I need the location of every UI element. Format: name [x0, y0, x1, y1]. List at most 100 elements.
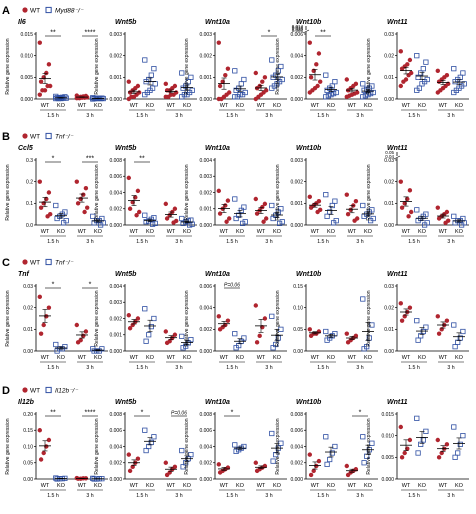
wt-point [398, 424, 403, 430]
panel-letter: C [2, 257, 10, 269]
ko-point [90, 96, 96, 102]
ko-point [269, 85, 275, 91]
plot-A-wnt10a: Wnt10a Relative gene expression 0.000 0.001… [184, 19, 287, 119]
ko-point [270, 345, 276, 351]
plot-title: Wnt11 [387, 145, 408, 152]
wt-point [435, 90, 440, 95]
ko-point [329, 450, 335, 456]
ko-point [179, 70, 185, 76]
ko-point [369, 322, 375, 328]
wt-point [262, 316, 268, 321]
timepoint-label: 3 h [356, 365, 363, 371]
x-tick-label: WT [220, 103, 229, 109]
ko-point [455, 450, 461, 456]
y-tick-label: 0.02 [384, 305, 394, 311]
ko-point [423, 59, 429, 65]
x-tick-label: KO [327, 229, 336, 235]
ko-point [360, 296, 366, 302]
ko-point [452, 79, 458, 85]
legend-wt-marker [22, 387, 28, 393]
timepoint-label: 3 h [86, 365, 93, 371]
x-tick-label: WT [439, 229, 448, 235]
x-tick-label: KO [273, 229, 282, 235]
y-tick-label: 0.000 [199, 477, 212, 483]
wt-point [46, 437, 52, 443]
ko-point [324, 87, 330, 93]
wt-point [399, 66, 405, 71]
y-axis-label: Relative gene expression [366, 418, 372, 474]
significance-label: **** [85, 410, 96, 417]
wt-point [436, 455, 442, 460]
wt-point [41, 450, 46, 456]
ko-point [275, 335, 281, 341]
timepoint-label: 3 h [175, 239, 182, 245]
legend-wt-marker [22, 133, 28, 139]
plot-B-wnt10a: Wnt10a Relative gene expression 0.000 0.001… [184, 145, 287, 245]
x-tick-label: WT [348, 103, 357, 109]
legend-wt-label: WT [30, 8, 40, 15]
ko-point [185, 79, 191, 85]
plot-title: Wnt10a [205, 399, 230, 406]
ko-point [232, 331, 238, 337]
x-tick-label: WT [348, 229, 357, 235]
y-tick-label: 0.10 [293, 305, 303, 311]
y-tick-label: 0.008 [109, 412, 122, 418]
wt-point [164, 472, 170, 478]
x-tick-label: KO [327, 355, 336, 361]
ko-point [270, 458, 276, 464]
plot-C-wnt10a: Wnt10a Relative gene expression 0.000 0.002… [184, 271, 287, 371]
ko-point [269, 430, 275, 437]
wt-point [307, 194, 312, 200]
ko-point [90, 213, 96, 219]
plot-A-il6: Il6 Relative gene expression 0.000 0.005 0.0… [5, 19, 108, 119]
wt-point [307, 90, 312, 95]
y-tick-label: 0.006 [290, 428, 303, 434]
ko-point [179, 94, 185, 100]
wt-point [262, 75, 268, 80]
x-tick-label: WT [402, 483, 411, 489]
y-axis-label: Relative gene expression [275, 418, 281, 474]
ko-point [152, 220, 158, 226]
plot-title: Ccl5 [18, 145, 33, 152]
wt-point [401, 79, 406, 84]
x-tick-label: WT [167, 355, 176, 361]
plot-title: Wnt5b [115, 145, 137, 152]
wt-point [253, 303, 258, 308]
ko-point [233, 448, 239, 454]
x-tick-label: WT [439, 483, 448, 489]
ko-point [183, 460, 189, 466]
plot-B-wnt5b: Wnt5b Relative gene expression 0.000 0.002 0… [94, 145, 197, 245]
wt-point [407, 437, 413, 443]
y-tick-label: 0.3 [26, 158, 33, 164]
wt-point [254, 468, 260, 474]
plot-title: Wnt10b [296, 271, 322, 278]
y-tick-label: 0.001 [199, 207, 212, 213]
ko-point [366, 85, 372, 91]
y-tick-label: 0.00 [293, 349, 303, 355]
legend-wt-marker [22, 259, 28, 265]
ko-point [180, 345, 186, 351]
x-tick-label: KO [146, 355, 155, 361]
ko-point [420, 66, 426, 72]
plot-title: Wnt11 [387, 19, 408, 26]
ko-point [460, 433, 466, 439]
y-tick-label: 0.006 [109, 174, 122, 180]
ko-point [366, 335, 372, 341]
plot-title: Il12b [18, 399, 35, 406]
y-tick-label: 0.05 [23, 461, 33, 467]
timepoint-label: 3 h [175, 113, 182, 119]
y-tick-label: 0.008 [199, 412, 212, 418]
wt-point [307, 40, 312, 45]
wt-point [344, 331, 349, 336]
ko-point [360, 202, 366, 209]
y-axis-label: Relative gene expression [5, 38, 11, 94]
ko-point [142, 212, 148, 218]
wt-point [253, 196, 258, 202]
x-tick-label: WT [311, 483, 320, 489]
ko-point [323, 434, 329, 440]
y-axis-label: Relative gene expression [5, 164, 11, 220]
ko-point [333, 89, 339, 96]
legend-wt-label: WT [30, 260, 40, 267]
ko-point [361, 460, 367, 466]
y-tick-label: 0.001 [109, 75, 122, 81]
